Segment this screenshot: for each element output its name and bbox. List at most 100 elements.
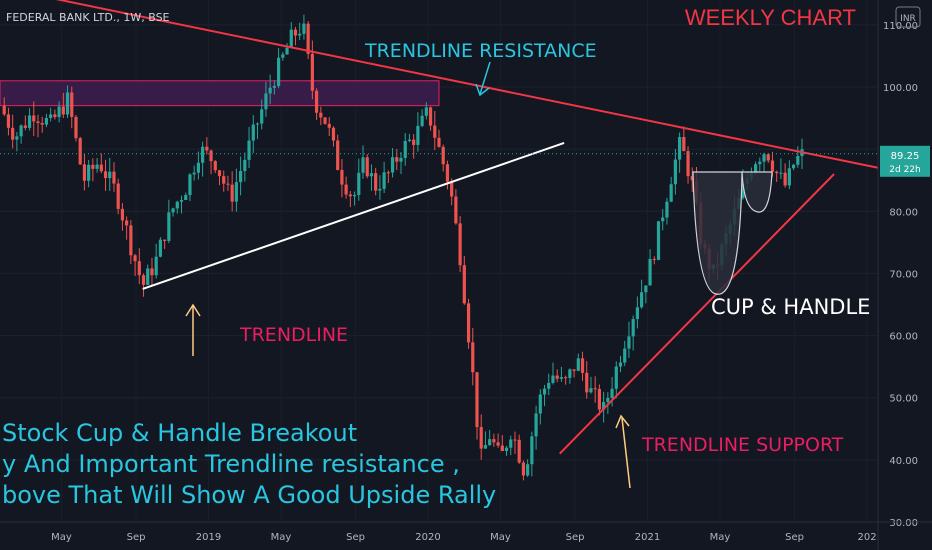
candle-body [559, 377, 564, 379]
candle-body [589, 388, 593, 393]
candle-body [475, 372, 479, 428]
candle-body [268, 87, 272, 94]
candle-body [412, 139, 416, 145]
candle-body [618, 362, 623, 367]
currency-label: INR [900, 14, 916, 24]
candle-body [399, 157, 403, 162]
candle-body [686, 151, 690, 177]
candle-body [310, 53, 314, 91]
rising-trendline [142, 141, 565, 290]
candle-body [281, 54, 285, 58]
candle-body [669, 184, 673, 202]
candle-body [36, 121, 40, 123]
candle-body [652, 258, 656, 260]
candle-body [403, 140, 407, 158]
candle-body [11, 127, 15, 140]
price-tick-label: 110.00 [883, 21, 918, 32]
candle-body [116, 183, 120, 209]
time-tick-label: Sep [785, 532, 804, 543]
candle-body [420, 115, 424, 126]
candle-body [665, 201, 669, 218]
candle-body [753, 164, 758, 173]
handle-shape [741, 171, 773, 213]
candle-body [264, 93, 268, 110]
last-price-tag: 89.25 2d 22h [880, 145, 930, 177]
candle-body [673, 159, 677, 185]
candle-body [580, 358, 585, 373]
candle-body [441, 146, 445, 165]
candle-body [53, 114, 57, 118]
candle-body [40, 122, 44, 125]
candle-body [6, 114, 11, 128]
candle-body [150, 268, 154, 276]
candle-body [125, 220, 129, 226]
candle-body [247, 140, 251, 160]
candle-body [230, 184, 234, 202]
candle-body [222, 176, 226, 184]
candle-body [564, 377, 568, 379]
candle-body [382, 172, 386, 189]
candle-body [450, 181, 454, 197]
time-tick-label: May [490, 532, 511, 543]
candle-body [779, 172, 783, 174]
time-tick-label: Sep [566, 532, 585, 543]
cup-handle-label: CUP & HANDLE [711, 295, 870, 319]
candle-body [234, 182, 238, 202]
candle-body [551, 375, 555, 383]
time-axis[interactable]: May Sep 2019 May Sep 2020 May Sep 2021 May Sep 202 [0, 521, 932, 543]
support-trendline [559, 173, 835, 455]
time-tick-label: May [51, 532, 72, 543]
supply-zone-layer [0, 80, 440, 107]
time-tick-label: May [710, 532, 731, 543]
candle-body [369, 173, 374, 177]
candle-body [175, 201, 179, 209]
candle-body [534, 413, 538, 437]
bar-countdown: 2d 22h [889, 165, 920, 175]
candle-body [635, 307, 639, 320]
candle-body [555, 375, 559, 379]
candle-body [530, 436, 534, 465]
currency-badge[interactable] [895, 6, 921, 28]
candle-body [433, 125, 437, 138]
support-arrow-icon [615, 414, 631, 489]
candle-body [631, 319, 635, 337]
candle-body [78, 138, 82, 165]
candle-body [272, 85, 276, 88]
candle-body [285, 47, 289, 55]
symbol-title[interactable]: FEDERAL BANK LTD., 1W, BSE [6, 11, 170, 24]
time-tick-label: 2021 [635, 532, 660, 543]
time-tick-label: Sep [346, 532, 365, 543]
candle-body [770, 160, 775, 172]
candle-body [661, 217, 665, 222]
candle-body [179, 199, 184, 202]
candle-body [513, 439, 517, 441]
candle-body [154, 256, 158, 276]
candle-body [108, 171, 112, 179]
candle-body [538, 394, 542, 414]
candle-body [2, 105, 6, 115]
candle-body [424, 107, 428, 116]
candle-body [526, 464, 530, 476]
candle-body [597, 388, 602, 410]
price-tick-label: 50.00 [889, 394, 918, 405]
candle-body [454, 196, 458, 224]
supply-zone [0, 80, 440, 107]
candle-body [32, 115, 36, 122]
trendline-label: TRENDLINE [239, 324, 348, 346]
candle-body [593, 388, 597, 390]
candle-body [217, 170, 222, 177]
candle-body [504, 447, 509, 451]
candle-body [606, 397, 610, 403]
candle-body [521, 462, 526, 476]
last-price-value: 89.25 [891, 151, 920, 162]
candle-body [99, 164, 103, 172]
candle-body [133, 255, 137, 262]
resistance-trendline [55, 0, 879, 169]
candle-body [188, 174, 192, 196]
candle-body [112, 171, 116, 184]
candle-body [184, 195, 188, 200]
candle-body [74, 116, 78, 139]
candle-body [547, 382, 551, 389]
candle-body [576, 358, 580, 371]
